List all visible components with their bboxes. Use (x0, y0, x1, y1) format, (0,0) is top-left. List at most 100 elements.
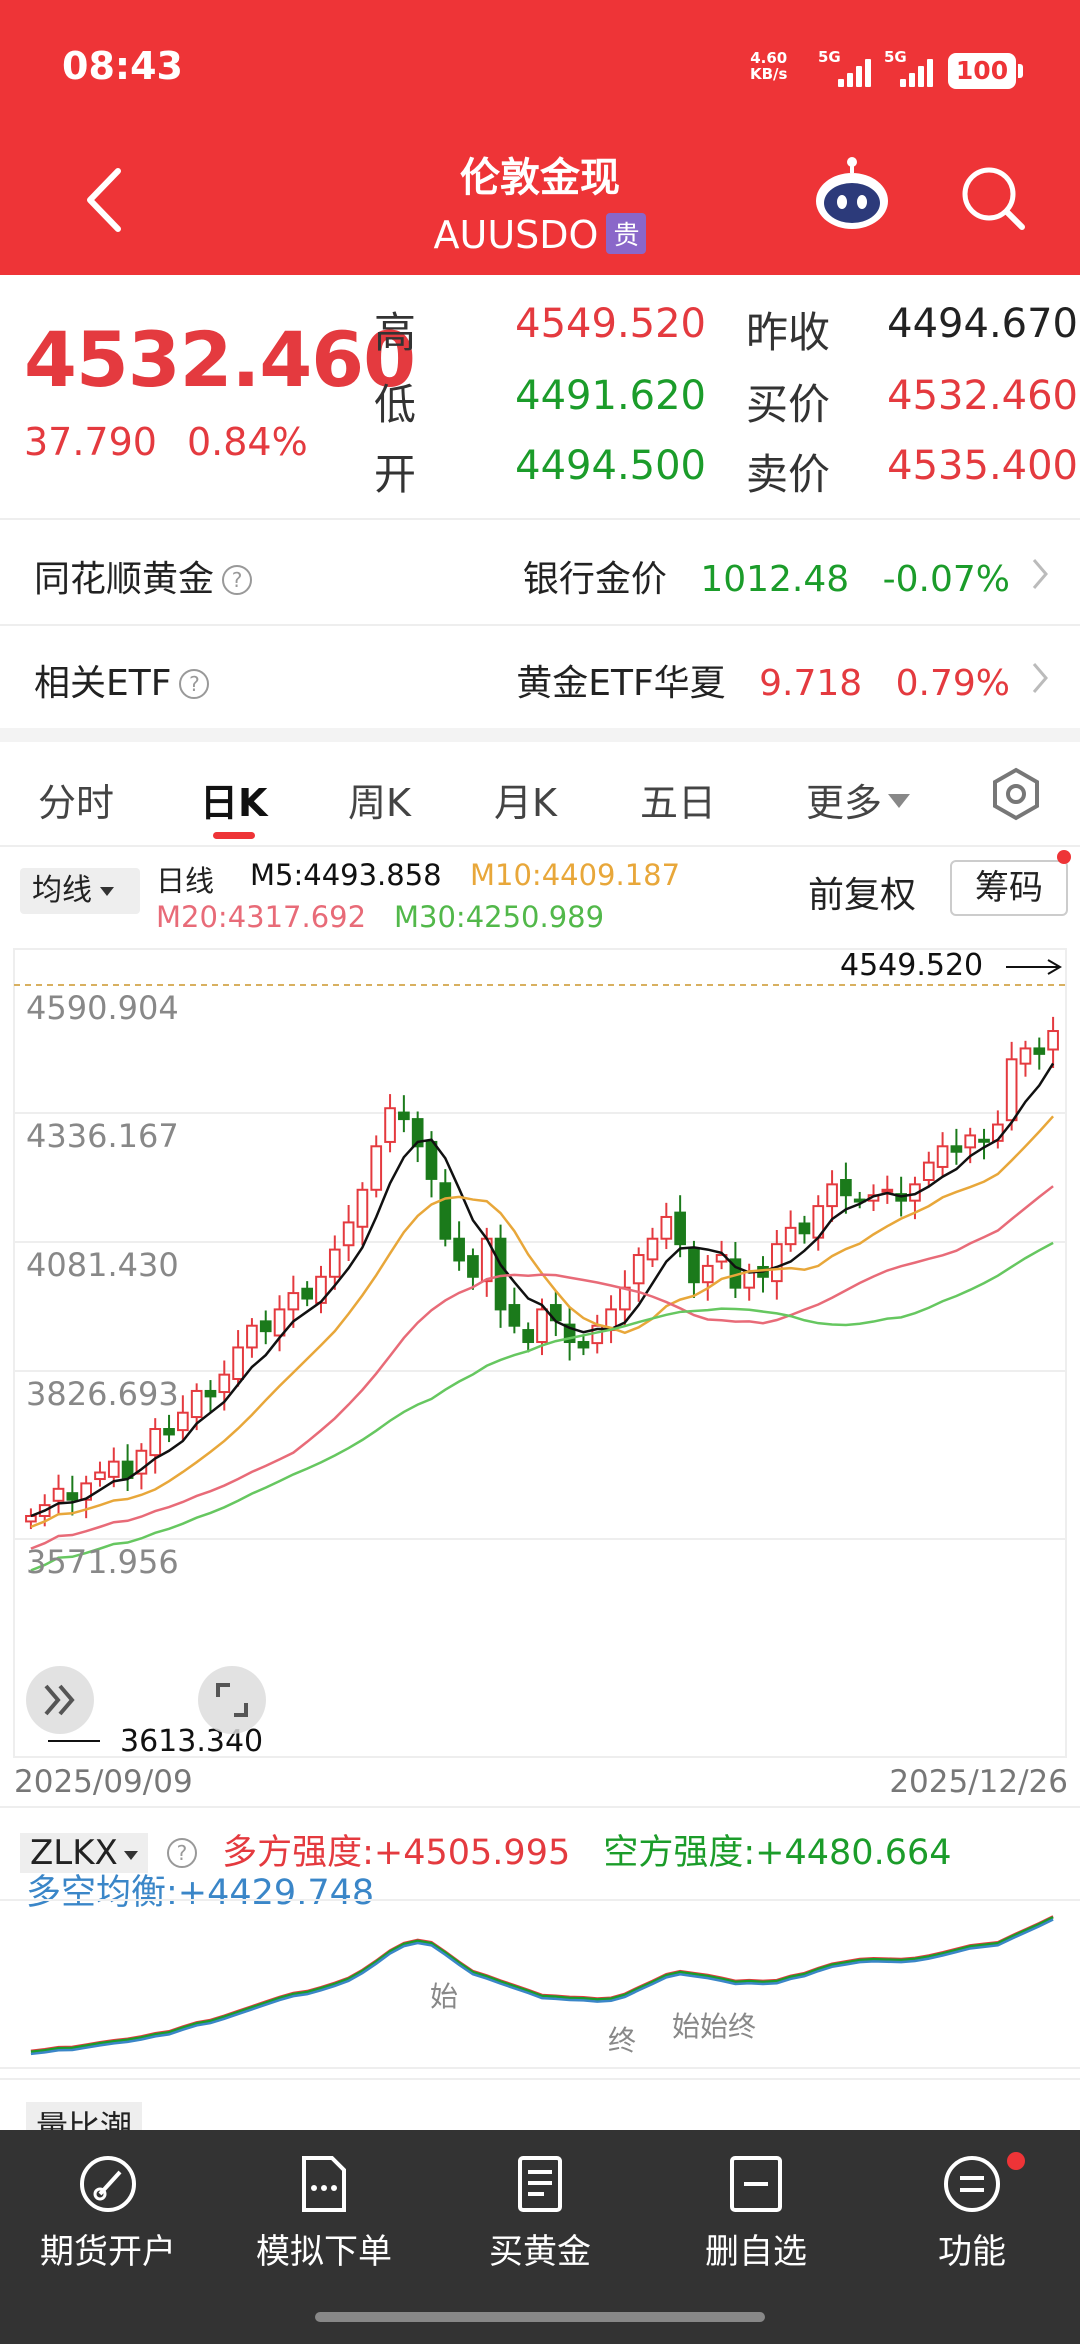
instrument-code: AUUSDO 贵 (0, 213, 1080, 257)
home-indicator[interactable] (315, 2312, 765, 2322)
candle-body (798, 1222, 811, 1235)
back-arrow-icon[interactable] (80, 165, 130, 235)
caret-down-icon (888, 794, 911, 808)
bid-value: 4532.460 (887, 373, 1078, 419)
ask-label: 卖价 (746, 450, 831, 499)
notification-dot (1007, 2152, 1025, 2170)
divider (0, 2078, 1080, 2080)
chip-button[interactable]: 筹码 (950, 860, 1068, 916)
high-label: 高 (374, 308, 417, 357)
related-pct: -0.07% (882, 559, 1010, 600)
nav-buy-gold[interactable]: 买黄金 (440, 2152, 640, 2273)
date-axis: 2025/09/09 2025/12/26 (0, 1762, 1080, 1806)
candle-body (204, 1389, 217, 1398)
related-row-gold[interactable]: 同花顺黄金? 银行金价 1012.48 -0.07% (0, 522, 1080, 626)
open-value: 4494.500 (515, 443, 706, 489)
candle-body (1019, 1047, 1032, 1065)
tab-weekly-k[interactable]: 周K (348, 781, 411, 825)
signal-icon-2 (900, 55, 936, 87)
nav-functions[interactable]: 功能 (872, 2152, 1072, 2273)
ma20-value: M20:4317.692 (156, 900, 367, 934)
fullscreen-icon[interactable] (198, 1666, 266, 1734)
indicator-selector[interactable]: 均线 (20, 868, 140, 914)
candle-body (52, 1487, 65, 1502)
expand-left-icon[interactable] (26, 1666, 94, 1734)
candle-body (453, 1237, 465, 1262)
candle-body (1047, 1030, 1059, 1051)
minus-square-icon (730, 2156, 782, 2212)
ma20-line (30, 1185, 1054, 1550)
candle-body (784, 1226, 797, 1246)
candle-body (94, 1471, 106, 1481)
tab-monthly-k[interactable]: 月K (494, 781, 557, 825)
signal-label-1: 5G (818, 48, 841, 66)
candle-body (950, 1145, 963, 1153)
tab-daily-k[interactable]: 日K (200, 781, 268, 825)
zlkx-selector[interactable]: ZLKX (20, 1833, 148, 1873)
y-tick-label: 3571.956 (26, 1543, 179, 1581)
short-strength: 空方强度:+4480.664 (603, 1833, 952, 1873)
ma10-value: M10:4409.187 (470, 858, 681, 892)
ma30-line (30, 1241, 1054, 1572)
candle-body (439, 1182, 452, 1240)
candle-body (577, 1341, 590, 1349)
candle-body (66, 1492, 79, 1501)
related-value: 9.718 (759, 663, 863, 704)
candle-body (301, 1287, 314, 1300)
quote-panel: 4532.460 37.790 0.84% 高 4549.520 低 4491.6… (0, 275, 1080, 520)
prev-close-label: 昨收 (746, 308, 831, 357)
candle-body (701, 1264, 714, 1284)
nav-bar: 伦敦金现 AUUSDO 贵 (0, 135, 1080, 275)
candle-body (398, 1111, 410, 1121)
candle-body (259, 1320, 272, 1333)
candle-body (674, 1211, 686, 1246)
adjust-mode[interactable]: 前复权 (808, 875, 917, 916)
nav-remove-watchlist[interactable]: 删自选 (656, 2152, 856, 2273)
candle-body (149, 1428, 162, 1457)
search-icon[interactable] (958, 163, 1028, 233)
zlkx-chart[interactable]: 始 终 始始终 (0, 1898, 1080, 2078)
candle-body (646, 1237, 659, 1261)
help-icon[interactable]: ? (166, 1838, 197, 1868)
settings-hexagon-icon[interactable] (988, 766, 1044, 822)
zlkx-mark-start: 始 (430, 1980, 458, 2013)
volume-ratio-indicator: 量比潮 (0, 2088, 1080, 2130)
zlkx-short-line (30, 1916, 1054, 2053)
zlkx-mark-multi: 始始终 (672, 2010, 756, 2043)
lbc-selector[interactable]: 量比潮 (26, 2102, 143, 2130)
nav-simulated-order[interactable]: 模拟下单 (224, 2152, 424, 2273)
period-label: 日线 (156, 864, 215, 898)
candle-body (425, 1140, 438, 1180)
notification-dot (1057, 850, 1071, 864)
help-icon[interactable]: ? (222, 565, 253, 595)
metal-tag: 贵 (606, 213, 647, 254)
ma5-line (30, 1062, 1055, 1518)
related-name: 黄金ETF华夏 (516, 663, 726, 704)
related-label: 相关ETF (34, 663, 172, 704)
nav-futures-account[interactable]: 期货开户 (8, 2152, 208, 2273)
chart-frame (13, 948, 1067, 1758)
list-doc-icon (518, 2156, 562, 2212)
status-bar: 08:43 4.60 KB/s 5G 5G 100 (0, 0, 1080, 135)
bid-label: 买价 (746, 380, 831, 429)
candle-body (190, 1389, 203, 1419)
tab-more[interactable]: 更多 (806, 772, 911, 827)
candle-body (177, 1411, 189, 1432)
candle-body (770, 1243, 783, 1283)
tab-intraday[interactable]: 分时 (38, 781, 115, 825)
related-name: 银行金价 (522, 559, 667, 600)
net-speed: 4.60 KB/s (750, 49, 788, 83)
help-icon[interactable]: ? (179, 669, 210, 699)
caret-down-icon (123, 1851, 138, 1860)
signal-icon (838, 55, 874, 87)
related-pct: 0.79% (895, 663, 1010, 704)
related-row-etf[interactable]: 相关ETF? 黄金ETF华夏 9.718 0.79% (0, 626, 1080, 730)
bottom-nav: 期货开户 模拟下单 买黄金 删自选 功能 (0, 2130, 1080, 2344)
active-tab-indicator (213, 832, 255, 839)
candle-body (881, 1188, 894, 1193)
kline-chart[interactable]: 4590.904 4336.167 4081.430 3826.693 3571.956… (0, 945, 1080, 1760)
tab-five-day[interactable]: 五日 (640, 781, 717, 825)
divider (0, 1806, 1080, 1808)
robot-assistant-icon[interactable] (812, 157, 892, 233)
candle-body (840, 1178, 852, 1197)
